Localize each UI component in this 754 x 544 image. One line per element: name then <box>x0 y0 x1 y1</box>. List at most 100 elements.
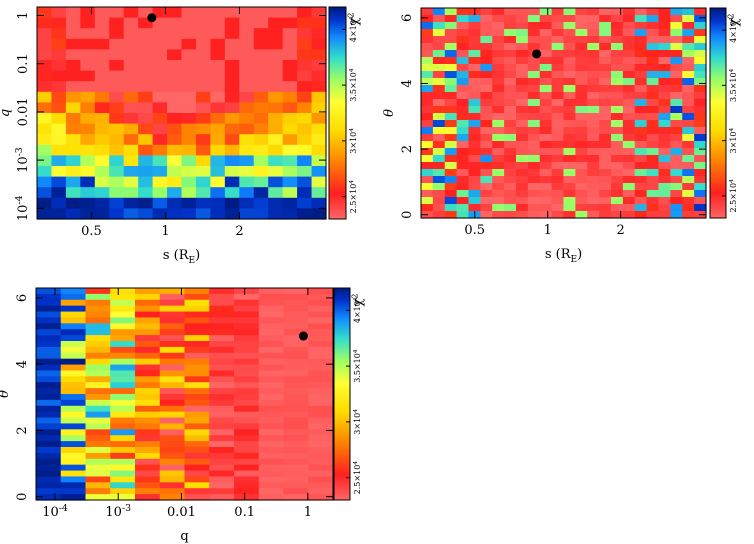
heatmap-cell <box>167 166 183 178</box>
heatmap-cell <box>308 329 334 336</box>
heatmap-cell <box>587 85 600 93</box>
heatmap-cell <box>60 458 87 466</box>
heatmap-cell <box>138 166 154 178</box>
heatmap-cell <box>268 91 284 103</box>
heatmap-cell <box>224 28 240 40</box>
heatmap-cell <box>159 399 186 407</box>
heatmap-cell <box>282 208 298 220</box>
heatmap-cell <box>110 358 136 366</box>
heatmap-cell <box>51 38 67 50</box>
heatmap-cell <box>60 441 87 448</box>
heatmap-cell <box>622 8 636 16</box>
heatmap-cell <box>109 197 125 209</box>
heatmap-cell <box>444 176 458 184</box>
heatmap-cell <box>60 476 87 483</box>
heatmap-cell <box>152 7 168 19</box>
heatmap-cell <box>51 144 67 156</box>
heatmap-cell <box>268 38 284 50</box>
heatmap-cell <box>599 162 612 170</box>
heatmap-cell <box>480 176 493 184</box>
heatmap-cell <box>670 29 683 37</box>
heatmap-cell <box>123 60 139 72</box>
heatmap-cell <box>622 211 636 219</box>
heatmap-cell <box>421 85 434 93</box>
heatmap-cell <box>268 60 284 72</box>
heatmap-cell <box>224 81 240 93</box>
heatmap-cell <box>646 50 660 58</box>
heatmap-cell <box>234 494 260 501</box>
heatmap-cell <box>36 488 62 495</box>
heatmap-cell <box>258 317 285 324</box>
heatmap-cell <box>110 470 136 478</box>
heatmap-cell <box>184 470 210 478</box>
heatmap-cell <box>224 102 240 114</box>
heatmap-cell <box>634 134 648 142</box>
heatmap-cell <box>694 169 707 177</box>
heatmap-cell <box>110 341 136 348</box>
heatmap-cell <box>282 102 298 114</box>
heatmap-cell <box>492 148 505 156</box>
heatmap-cell <box>224 38 240 50</box>
heatmap-cell <box>209 435 235 442</box>
heatmap-cell <box>492 99 505 107</box>
heatmap-cell <box>234 376 260 383</box>
heatmap-cell <box>504 99 517 107</box>
heatmap-cell <box>563 141 576 149</box>
heatmap-cell <box>181 187 197 199</box>
heatmap-cell <box>527 78 541 86</box>
heatmap-cell <box>587 155 600 163</box>
heatmap-cell <box>432 197 446 205</box>
heatmap-cell <box>36 417 62 425</box>
heatmap-cell <box>181 91 197 103</box>
heatmap-cell <box>123 7 139 19</box>
heatmap-cell <box>308 458 334 466</box>
heatmap-cell <box>135 441 161 448</box>
heatmap-cell <box>444 211 458 219</box>
x-tick-label: 2 <box>617 223 625 238</box>
heatmap-cell <box>551 148 565 156</box>
heatmap-cell <box>480 36 493 44</box>
heatmap-cell <box>444 64 458 72</box>
heatmap-cell <box>239 49 255 61</box>
heatmap-cell <box>152 81 168 93</box>
heatmap-cell <box>209 376 235 383</box>
heatmap-cell <box>421 57 434 65</box>
heatmap-cell <box>311 176 327 188</box>
heatmap-cell <box>421 8 434 16</box>
heatmap-cell <box>456 64 470 72</box>
heatmap-cell <box>492 64 505 72</box>
heatmap-cell <box>646 57 660 65</box>
heatmap-cell <box>504 113 517 121</box>
heatmap-cell <box>195 155 211 167</box>
heatmap-cell <box>297 113 313 125</box>
heatmap-cell <box>123 197 139 209</box>
heatmap-cell <box>36 335 62 342</box>
heatmap-cell <box>209 358 235 366</box>
heatmap-cell <box>622 134 636 142</box>
heatmap-cell <box>575 155 588 163</box>
heatmap-cell <box>539 92 553 100</box>
heatmap-cell <box>138 144 154 156</box>
heatmap-cell <box>599 190 612 198</box>
heatmap-cell <box>123 38 139 50</box>
heatmap-cell <box>209 293 235 301</box>
heatmap-cell <box>444 113 458 121</box>
heatmap-cell <box>234 352 260 360</box>
heatmap-cell <box>138 17 154 29</box>
heatmap-cell <box>611 204 624 212</box>
y-tick-label: 6 <box>15 294 30 302</box>
heatmap-cell <box>563 120 576 128</box>
heatmap-cell <box>167 49 183 61</box>
heatmap-cell <box>184 429 210 436</box>
heatmap-cell <box>658 155 671 163</box>
heatmap-cell <box>110 299 136 307</box>
heatmap-cell <box>444 99 458 107</box>
heatmap-cell <box>210 102 226 114</box>
heatmap-cell <box>611 120 624 128</box>
heatmap-cell <box>551 36 565 44</box>
heatmap-cell <box>224 155 240 167</box>
heatmap-cell <box>159 441 186 448</box>
heatmap-cell <box>611 190 624 198</box>
heatmap-cell <box>135 376 161 383</box>
heatmap-cell <box>480 15 493 23</box>
